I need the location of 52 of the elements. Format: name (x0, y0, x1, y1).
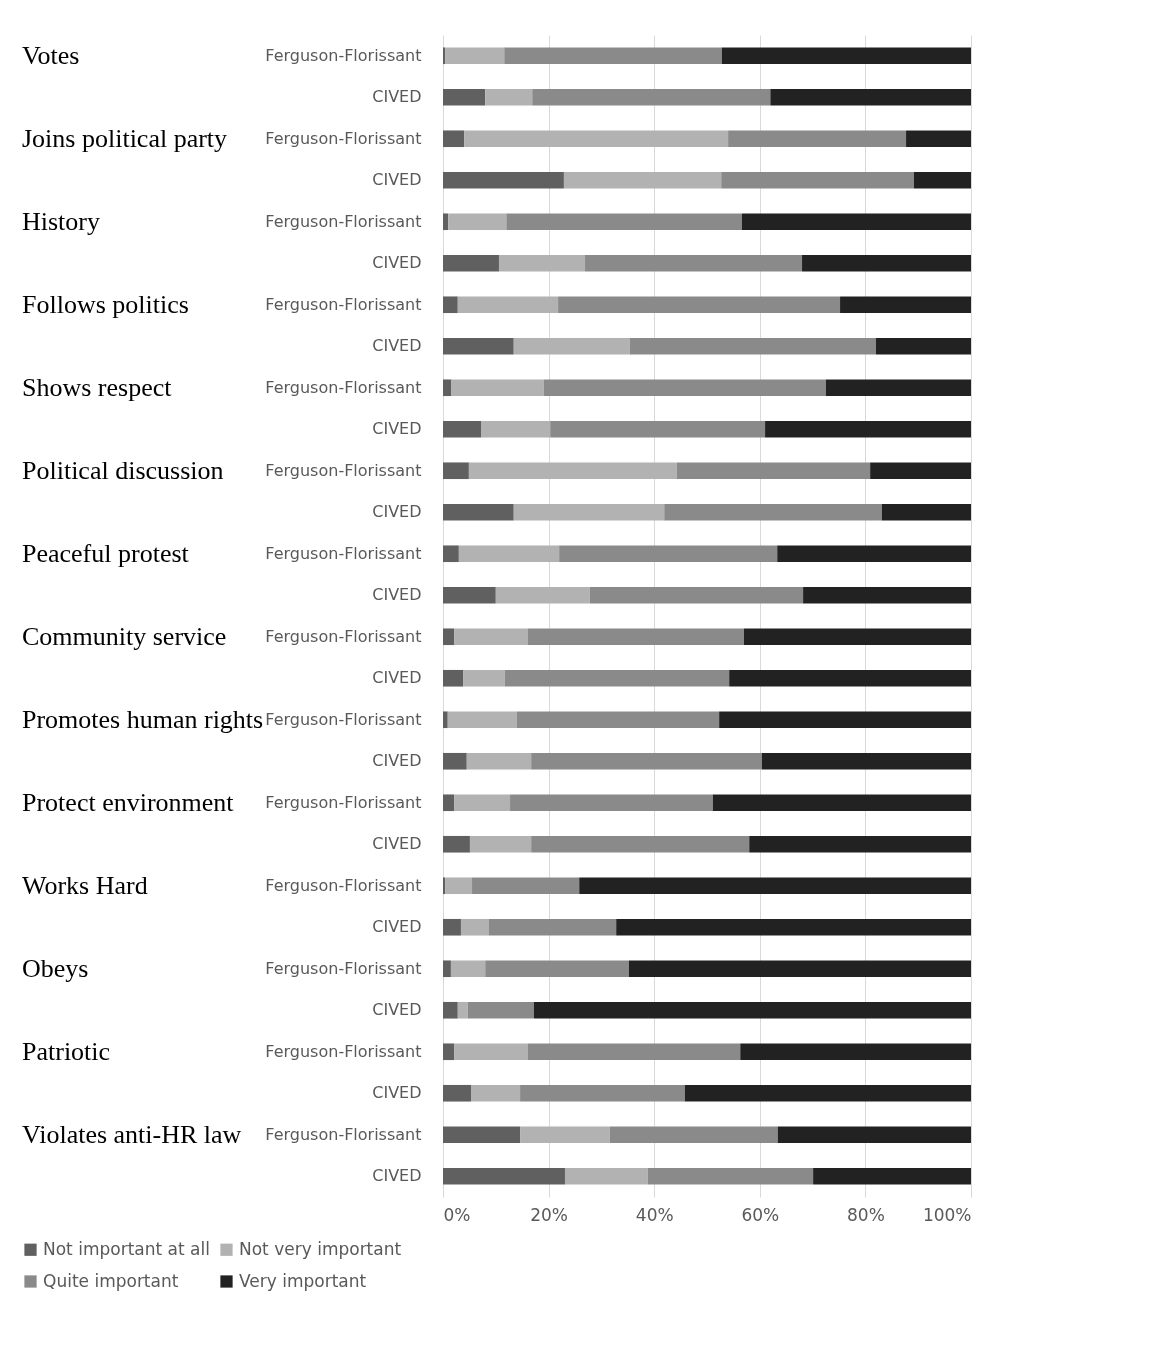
text: Works Hard (22, 870, 148, 900)
legend-label: Quite important (43, 1270, 179, 1291)
text: Community service (22, 621, 227, 651)
y-tick-label: Ferguson-Florissant (265, 709, 422, 729)
y-tick-label: Ferguson-Florissant (265, 1041, 422, 1061)
x-tick-label: 0% (443, 1204, 471, 1225)
y-tick-label: CIVED (372, 419, 422, 439)
y-tick-label: Ferguson-Florissant (265, 211, 422, 231)
y-tick-label: Ferguson-Florissant (265, 1124, 422, 1144)
text: Votes (22, 40, 80, 70)
y-tick-label: CIVED (372, 170, 422, 190)
y-tick-label: Ferguson-Florissant (265, 626, 422, 646)
text: Patriotic (22, 1036, 111, 1066)
y-tick-label: CIVED (372, 1000, 422, 1020)
y-tick-label: CIVED (372, 1166, 422, 1186)
y-tick-label: CIVED (372, 834, 422, 854)
x-tick-label: 60% (741, 1204, 780, 1225)
y-tick-label: Ferguson-Florissant (265, 128, 422, 148)
x-tick-label: 20% (530, 1204, 568, 1225)
x-tick-label: 40% (635, 1204, 674, 1225)
y-tick-label: Ferguson-Florissant (265, 543, 422, 563)
text: Peaceful protest (22, 538, 190, 568)
y-tick-label: Ferguson-Florissant (265, 45, 422, 65)
text: Obeys (22, 953, 89, 983)
y-tick-label: CIVED (372, 253, 422, 273)
text: History (22, 206, 100, 236)
y-tick-label: CIVED (372, 502, 422, 522)
y-tick-label: Ferguson-Florissant (265, 792, 422, 812)
y-tick-label: CIVED (372, 585, 422, 605)
text: Violates anti-HR law (22, 1119, 242, 1149)
text: Political discussion (22, 455, 224, 485)
y-tick-label: CIVED (372, 917, 422, 937)
y-tick-label: CIVED (372, 751, 422, 771)
x-tick-label: 80% (847, 1204, 885, 1225)
legend-label: Very important (239, 1270, 367, 1291)
y-tick-label: CIVED (372, 87, 422, 107)
y-tick-label: CIVED (372, 336, 422, 356)
y-tick-label: Ferguson-Florissant (265, 377, 422, 397)
y-tick-label: CIVED (372, 668, 422, 688)
text: Follows politics (22, 289, 189, 319)
y-tick-label: CIVED (372, 1083, 422, 1103)
legend-label: Not very important (239, 1238, 402, 1259)
text: Protect environment (22, 787, 235, 817)
text: Shows respect (22, 372, 173, 402)
y-tick-label: Ferguson-Florissant (265, 294, 422, 314)
text: Joins political party (22, 123, 228, 153)
legend-label: Not important at all (43, 1238, 210, 1259)
x-tick-label: 100% (922, 1204, 972, 1225)
text: Promotes human rights (22, 704, 264, 734)
y-tick-label: Ferguson-Florissant (265, 460, 422, 480)
y-tick-label: Ferguson-Florissant (265, 875, 422, 895)
y-tick-label: Ferguson-Florissant (265, 958, 422, 978)
